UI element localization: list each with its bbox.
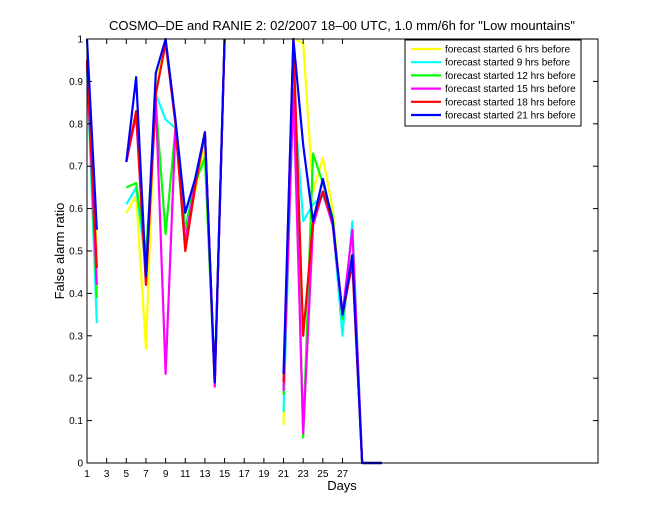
x-tick-label: 21 xyxy=(278,469,290,480)
legend-item: forecast started 15 hrs before xyxy=(411,84,576,95)
axis-ticks: 1 3 5 7 9 11 13 15 17 19 21 23 25 2700.10.20.30.40.50… xyxy=(69,35,598,480)
x-tick-label: 11 xyxy=(180,469,191,480)
series-line xyxy=(282,37,382,465)
legend-item: forecast started 12 hrs before xyxy=(411,71,576,82)
y-tick-label: 1 xyxy=(77,35,83,46)
x-tick-label: 1 xyxy=(84,469,90,480)
x-tick-label: 19 xyxy=(258,469,270,480)
legend-box xyxy=(404,39,582,127)
x-tick-label: 3 xyxy=(104,469,110,480)
y-tick-label: 0.4 xyxy=(69,289,83,300)
legend-label: forecast started 15 hrs before xyxy=(445,84,576,95)
x-tick-label: 15 xyxy=(219,469,231,480)
x-tick-label: 23 xyxy=(298,469,310,480)
legend-item: forecast started 9 hrs before xyxy=(411,58,571,69)
x-tick-label: 7 xyxy=(143,469,149,480)
legend-item: forecast started 21 hrs before xyxy=(411,111,576,122)
legend-label: forecast started 18 hrs before xyxy=(445,97,576,108)
y-tick-label: 0.7 xyxy=(69,162,83,173)
y-tick-label: 0 xyxy=(77,459,83,470)
series-6 xyxy=(85,37,382,465)
legend-item: forecast started 6 hrs before xyxy=(411,45,571,56)
x-tick-label: 9 xyxy=(163,469,169,480)
y-tick-label: 0.1 xyxy=(69,416,83,427)
legend-item: forecast started 18 hrs before xyxy=(411,97,576,108)
legend-label: forecast started 9 hrs before xyxy=(445,58,571,69)
x-tick-label: 17 xyxy=(239,469,251,480)
y-tick-label: 0.3 xyxy=(69,331,83,342)
y-axis-label: False alarm ratio xyxy=(52,203,67,300)
x-tick-label: 13 xyxy=(199,469,211,480)
legend-label: forecast started 6 hrs before xyxy=(445,45,571,56)
x-axis-label: Days xyxy=(327,478,357,493)
y-tick-label: 0.8 xyxy=(69,119,83,130)
y-tick-label: 0.9 xyxy=(69,77,83,88)
series-layer xyxy=(85,37,382,465)
series-line xyxy=(85,60,98,269)
legend-label: forecast started 12 hrs before xyxy=(445,71,576,82)
y-tick-label: 0.6 xyxy=(69,204,83,215)
legend: forecast started 6 hrs before forecast st… xyxy=(404,39,582,127)
x-tick-label: 5 xyxy=(124,469,130,480)
y-tick-label: 0.2 xyxy=(69,374,83,385)
series-line xyxy=(125,37,226,384)
legend-label: forecast started 21 hrs before xyxy=(445,111,576,122)
chart-title: COSMO–DE and RANIE 2: 02/2007 18–00 UTC,… xyxy=(109,18,575,33)
series-line xyxy=(85,38,98,230)
y-tick-label: 0.5 xyxy=(69,247,83,258)
x-tick-label: 25 xyxy=(317,469,329,480)
x-tick-label: 27 xyxy=(337,469,349,480)
